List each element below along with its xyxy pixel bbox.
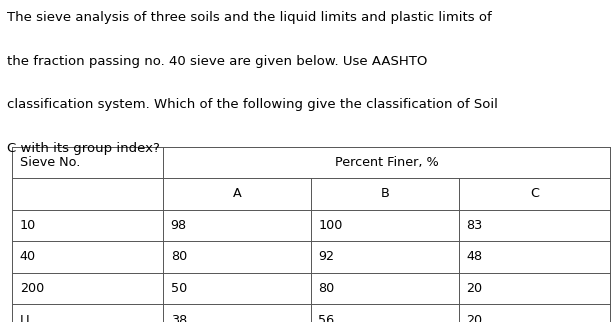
- Text: B: B: [381, 187, 389, 200]
- Text: 40: 40: [20, 251, 36, 263]
- Text: 83: 83: [466, 219, 482, 232]
- Text: 20: 20: [466, 282, 482, 295]
- Text: 20: 20: [466, 314, 482, 322]
- Text: A: A: [233, 187, 241, 200]
- Text: 48: 48: [466, 251, 482, 263]
- Text: The sieve analysis of three soils and the liquid limits and plastic limits of: The sieve analysis of three soils and th…: [7, 11, 492, 24]
- Text: C with its group index?: C with its group index?: [7, 142, 160, 155]
- Text: 92: 92: [318, 251, 334, 263]
- Text: Sieve No.: Sieve No.: [20, 156, 80, 169]
- Text: C: C: [530, 187, 539, 200]
- Text: 200: 200: [20, 282, 44, 295]
- Text: 38: 38: [171, 314, 187, 322]
- Text: 98: 98: [171, 219, 187, 232]
- Text: 100: 100: [318, 219, 343, 232]
- Text: Percent Finer, %: Percent Finer, %: [334, 156, 439, 169]
- Text: the fraction passing no. 40 sieve are given below. Use AASHTO: the fraction passing no. 40 sieve are gi…: [7, 55, 428, 68]
- Text: 80: 80: [171, 251, 187, 263]
- Text: 10: 10: [20, 219, 36, 232]
- Text: LL: LL: [20, 314, 34, 322]
- Text: 56: 56: [318, 314, 334, 322]
- Text: 80: 80: [318, 282, 334, 295]
- Text: 50: 50: [171, 282, 187, 295]
- Text: classification system. Which of the following give the classification of Soil: classification system. Which of the foll…: [7, 98, 498, 111]
